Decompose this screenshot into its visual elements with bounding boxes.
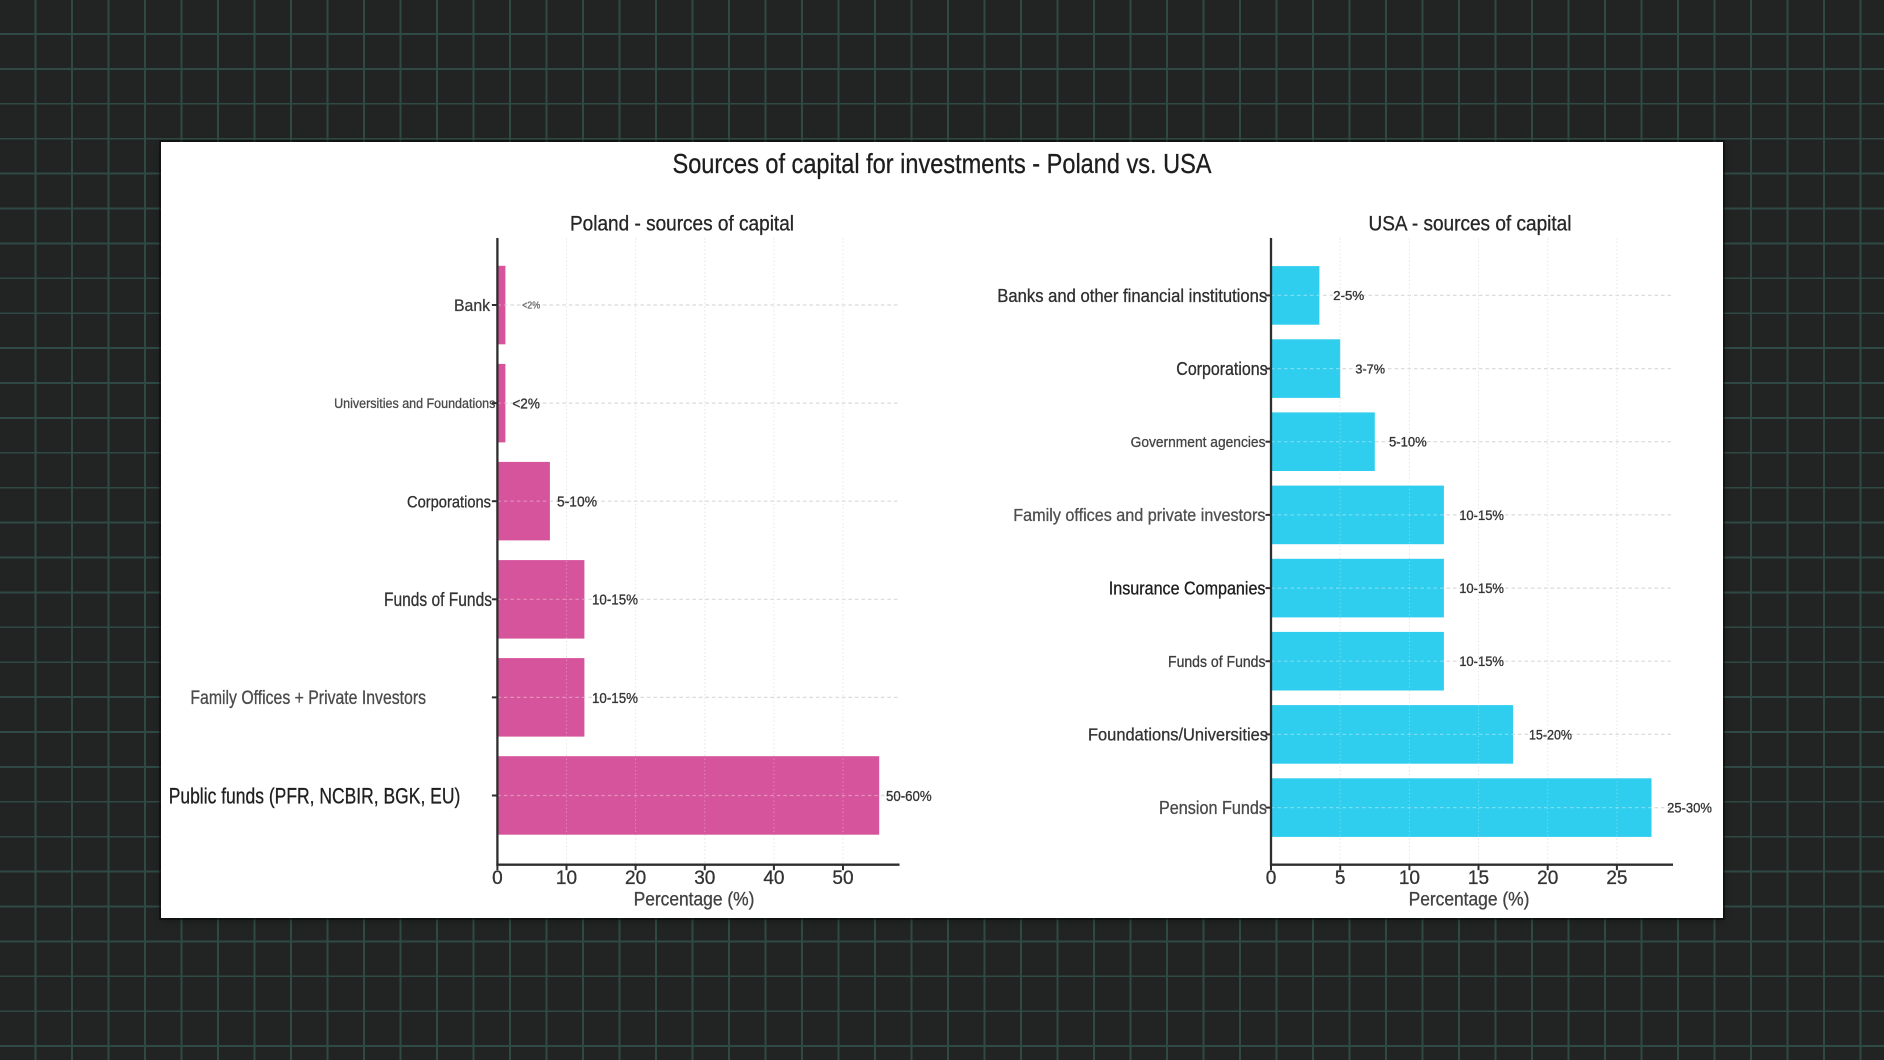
svg-text:USA - sources of capital: USA - sources of capital (1369, 213, 1572, 236)
svg-text:10-15%: 10-15% (1459, 507, 1504, 523)
svg-text:Public funds (PFR, NCBIR, BGK,: Public funds (PFR, NCBIR, BGK, EU) (169, 783, 461, 808)
svg-text:10-15%: 10-15% (1459, 653, 1504, 669)
svg-text:10-15%: 10-15% (592, 592, 638, 609)
svg-text:Funds of Funds: Funds of Funds (384, 590, 492, 611)
svg-text:Percentage (%): Percentage (%) (1409, 890, 1530, 911)
svg-text:50: 50 (832, 868, 853, 889)
svg-text:Family offices and private inv: Family offices and private investors (1013, 505, 1265, 525)
svg-text:0: 0 (492, 868, 503, 889)
svg-text:Insurance Companies: Insurance Companies (1109, 579, 1266, 599)
svg-text:Percentage (%): Percentage (%) (634, 890, 755, 911)
svg-text:Family Offices + Private Inves: Family Offices + Private Investors (190, 688, 426, 709)
svg-text:Universities and Foundations: Universities and Foundations (334, 396, 496, 411)
svg-text:5-10%: 5-10% (1389, 434, 1427, 450)
svg-text:0: 0 (1266, 868, 1277, 889)
svg-text:10: 10 (1399, 868, 1420, 889)
svg-text:10-15%: 10-15% (592, 690, 638, 707)
svg-text:Banks and other financial inst: Banks and other financial institutions (997, 286, 1267, 306)
svg-text:25-30%: 25-30% (1667, 800, 1712, 816)
svg-text:Funds of Funds: Funds of Funds (1168, 654, 1266, 671)
svg-text:Corporations: Corporations (407, 492, 491, 511)
svg-text:Pension Funds: Pension Funds (1159, 798, 1267, 818)
svg-text:50-60%: 50-60% (886, 788, 932, 805)
svg-text:3-7%: 3-7% (1355, 361, 1385, 376)
svg-text:Sources of capital for investm: Sources of capital for investments - Pol… (673, 148, 1212, 179)
svg-text:25: 25 (1606, 868, 1627, 889)
svg-text:15-20%: 15-20% (1529, 726, 1572, 742)
svg-text:10: 10 (556, 868, 577, 889)
svg-text:Bank: Bank (454, 296, 490, 315)
svg-text:5: 5 (1335, 868, 1346, 889)
svg-text:10-15%: 10-15% (1459, 580, 1504, 596)
svg-text:30: 30 (694, 868, 715, 889)
svg-text:Poland - sources of capital: Poland - sources of capital (570, 213, 794, 236)
svg-text:Corporations: Corporations (1176, 359, 1267, 379)
svg-text:5-10%: 5-10% (557, 494, 597, 511)
svg-text:Foundations/Universities: Foundations/Universities (1088, 725, 1268, 745)
svg-text:20: 20 (1537, 868, 1558, 889)
svg-text:40: 40 (763, 868, 784, 889)
svg-text:Government agencies: Government agencies (1131, 434, 1266, 451)
svg-text:2-5%: 2-5% (1333, 288, 1364, 303)
svg-text:<2%: <2% (522, 301, 540, 312)
svg-text:<2%: <2% (512, 396, 540, 413)
svg-text:20: 20 (625, 868, 646, 889)
svg-text:15: 15 (1468, 868, 1489, 889)
